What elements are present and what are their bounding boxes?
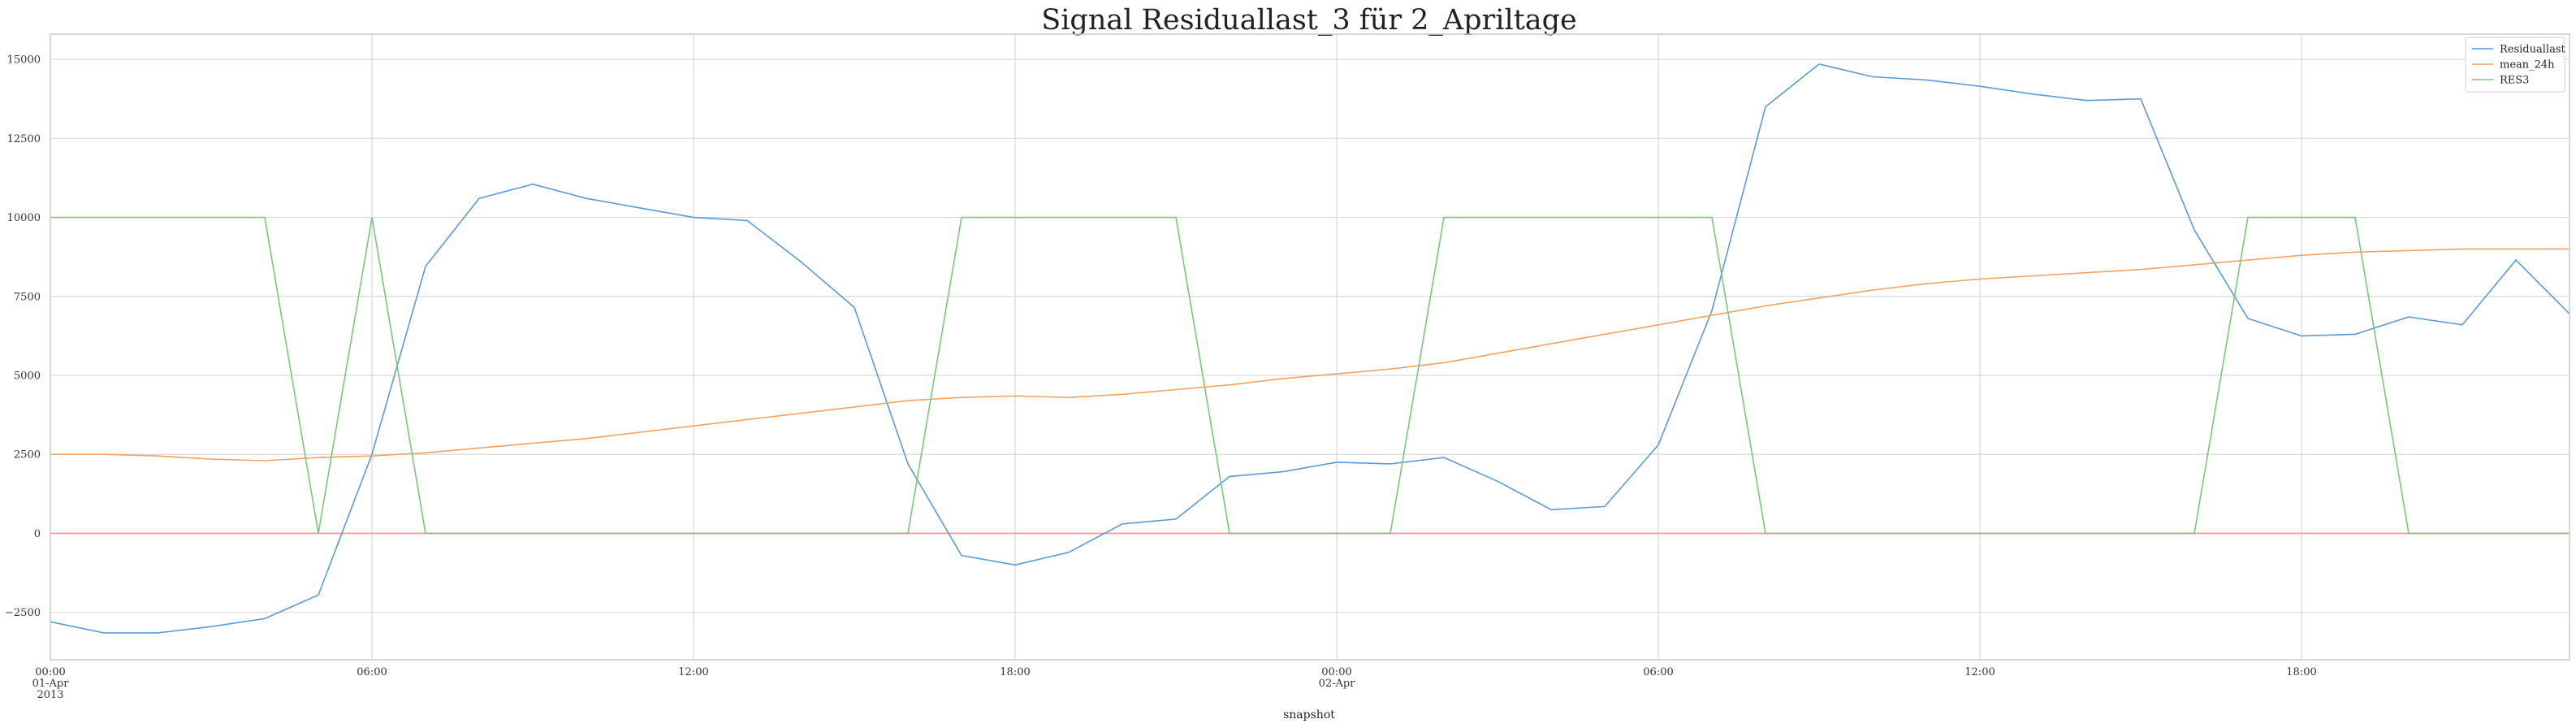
series-line-res3 [50, 216, 2570, 535]
y-tick-label: 2500 [14, 449, 41, 462]
x-axis-label: snapshot [1283, 708, 1335, 722]
x-tick-label: 06:00 [1643, 666, 1673, 678]
x-tick-label: 06:00 [357, 666, 387, 678]
y-tick-label: 12500 [7, 133, 41, 145]
plot-frame [50, 33, 2570, 661]
grid [50, 34, 2570, 660]
x-tick-label: 2013 [37, 689, 63, 701]
x-tick-label: 18:00 [1000, 666, 1030, 678]
y-tick-labels: −2500 0 2500 5000 7500 10000 12500 15000 [5, 54, 41, 620]
y-tick-label: 10000 [7, 212, 41, 224]
chart-title: Signal Residuallast_3 für 2_Apriltage [1041, 4, 1576, 37]
x-tick-label: 12:00 [1964, 666, 1995, 678]
x-tick-label: 02-Apr [1319, 678, 1356, 690]
legend-box [2465, 37, 2565, 93]
x-tick-label: 18:00 [2286, 666, 2316, 678]
x-tick-label: 12:00 [678, 666, 708, 678]
series-group [50, 63, 2570, 634]
y-tick-label: −2500 [5, 607, 41, 619]
y-tick-label: 7500 [14, 291, 41, 303]
y-tick-label: 0 [34, 528, 41, 540]
x-tick-label: 00:00 [35, 666, 65, 678]
series-line-residuallast [50, 63, 2570, 634]
legend-label: Residuallast [2500, 44, 2565, 56]
y-tick-label: 5000 [14, 370, 41, 383]
x-tick-label: 00:00 [1321, 666, 1351, 678]
legend-label: RES3 [2500, 75, 2529, 87]
legend: Residuallast mean_24h RES3 [2465, 37, 2565, 93]
series-line-mean-24h [50, 248, 2570, 462]
legend-label: mean_24h [2500, 59, 2555, 72]
x-tick-label: 01-Apr [32, 678, 70, 690]
y-tick-label: 15000 [7, 54, 41, 67]
